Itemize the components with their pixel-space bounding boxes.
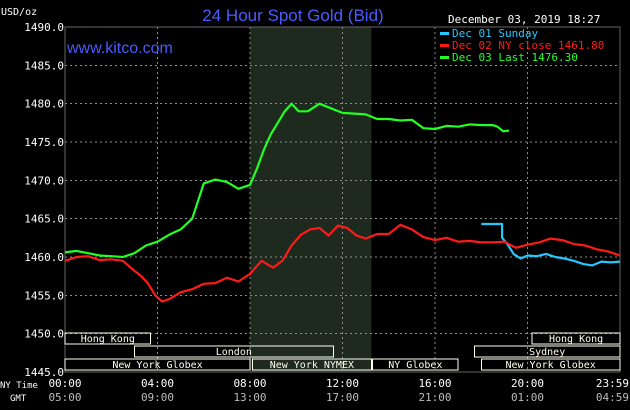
- session-box: [480, 358, 621, 371]
- y-axis-ticks: 1490.0 1485.0 1480.0 1475.0 1470.0 1465.0 1460…: [24, 21, 64, 379]
- session-label: Sydney: [529, 347, 565, 358]
- x-tick-label-gmt: 04:59: [596, 391, 629, 404]
- y-tick-label: 1460.0: [24, 251, 64, 264]
- legend-entry: Dec 03 Last 1476.30: [452, 51, 578, 64]
- x-tick-label-ny: 08:00: [233, 377, 266, 390]
- session-box: [64, 332, 152, 345]
- chart-title: 24 Hour Spot Gold (Bid): [202, 6, 383, 25]
- gmt-row-label: GMT: [10, 394, 27, 404]
- y-tick-label: 1450.0: [24, 328, 64, 341]
- x-tick-label-ny: 20:00: [511, 377, 544, 390]
- x-tick-label-ny: 04:00: [141, 377, 174, 390]
- x-tick-label-ny: 23:59: [596, 377, 629, 390]
- series-line: [64, 223, 621, 303]
- session-label: New York Globex: [505, 360, 595, 371]
- session-label: New York Globex: [112, 360, 202, 371]
- x-tick-label-ny: 16:00: [418, 377, 451, 390]
- session-box: [133, 345, 334, 358]
- timestamp: December 03, 2019 18:27: [448, 13, 600, 26]
- y-tick-label: 1455.0: [24, 289, 64, 302]
- y-tick-label: 1480.0: [24, 98, 64, 111]
- session-label: New York NYMEX: [270, 360, 354, 371]
- x-tick-label-gmt: 21:00: [418, 391, 451, 404]
- y-axis-unit: USD/oz: [1, 7, 37, 18]
- price-series: [64, 102, 621, 303]
- session-box: [473, 345, 621, 358]
- series-line: [64, 102, 510, 259]
- x-tick-label-ny: 00:00: [48, 377, 81, 390]
- x-tick-label-gmt: 17:00: [326, 391, 359, 404]
- x-tick-label-ny: 12:00: [326, 377, 359, 390]
- y-tick-label: 1490.0: [24, 21, 64, 34]
- session-box: [372, 358, 459, 371]
- y-tick-label: 1485.0: [24, 59, 64, 72]
- legend-entry: Dec 01 Sunday: [452, 27, 538, 40]
- nymex-session-highlight: [250, 27, 372, 372]
- session-box: [531, 332, 621, 345]
- y-tick-label: 1445.0: [24, 366, 64, 379]
- y-tick-label: 1470.0: [24, 174, 64, 187]
- x-tick-label-gmt: 09:00: [141, 391, 174, 404]
- session-box: [251, 358, 372, 371]
- market-sessions: Hong Kong Hong Kong London Sydney New York G…: [64, 332, 621, 371]
- x-tick-label-gmt: 01:00: [511, 391, 544, 404]
- session-label: Hong Kong: [549, 334, 603, 345]
- site-watermark: www.kitco.com: [66, 40, 173, 57]
- x-tick-label-gmt: 13:00: [233, 391, 266, 404]
- session-label: Hong Kong: [81, 334, 135, 345]
- ny-time-row-label: NY Time: [0, 381, 38, 391]
- session-label: NY Globex: [388, 360, 442, 371]
- session-box: [64, 358, 251, 371]
- x-tick-label-gmt: 05:00: [48, 391, 81, 404]
- legend-entry: Dec 02 NY close 1461.80: [452, 39, 604, 52]
- y-tick-label: 1475.0: [24, 136, 64, 149]
- y-tick-label: 1465.0: [24, 213, 64, 226]
- plot-frame: [64, 26, 621, 373]
- grid: [64, 26, 621, 373]
- session-label: London: [216, 347, 252, 358]
